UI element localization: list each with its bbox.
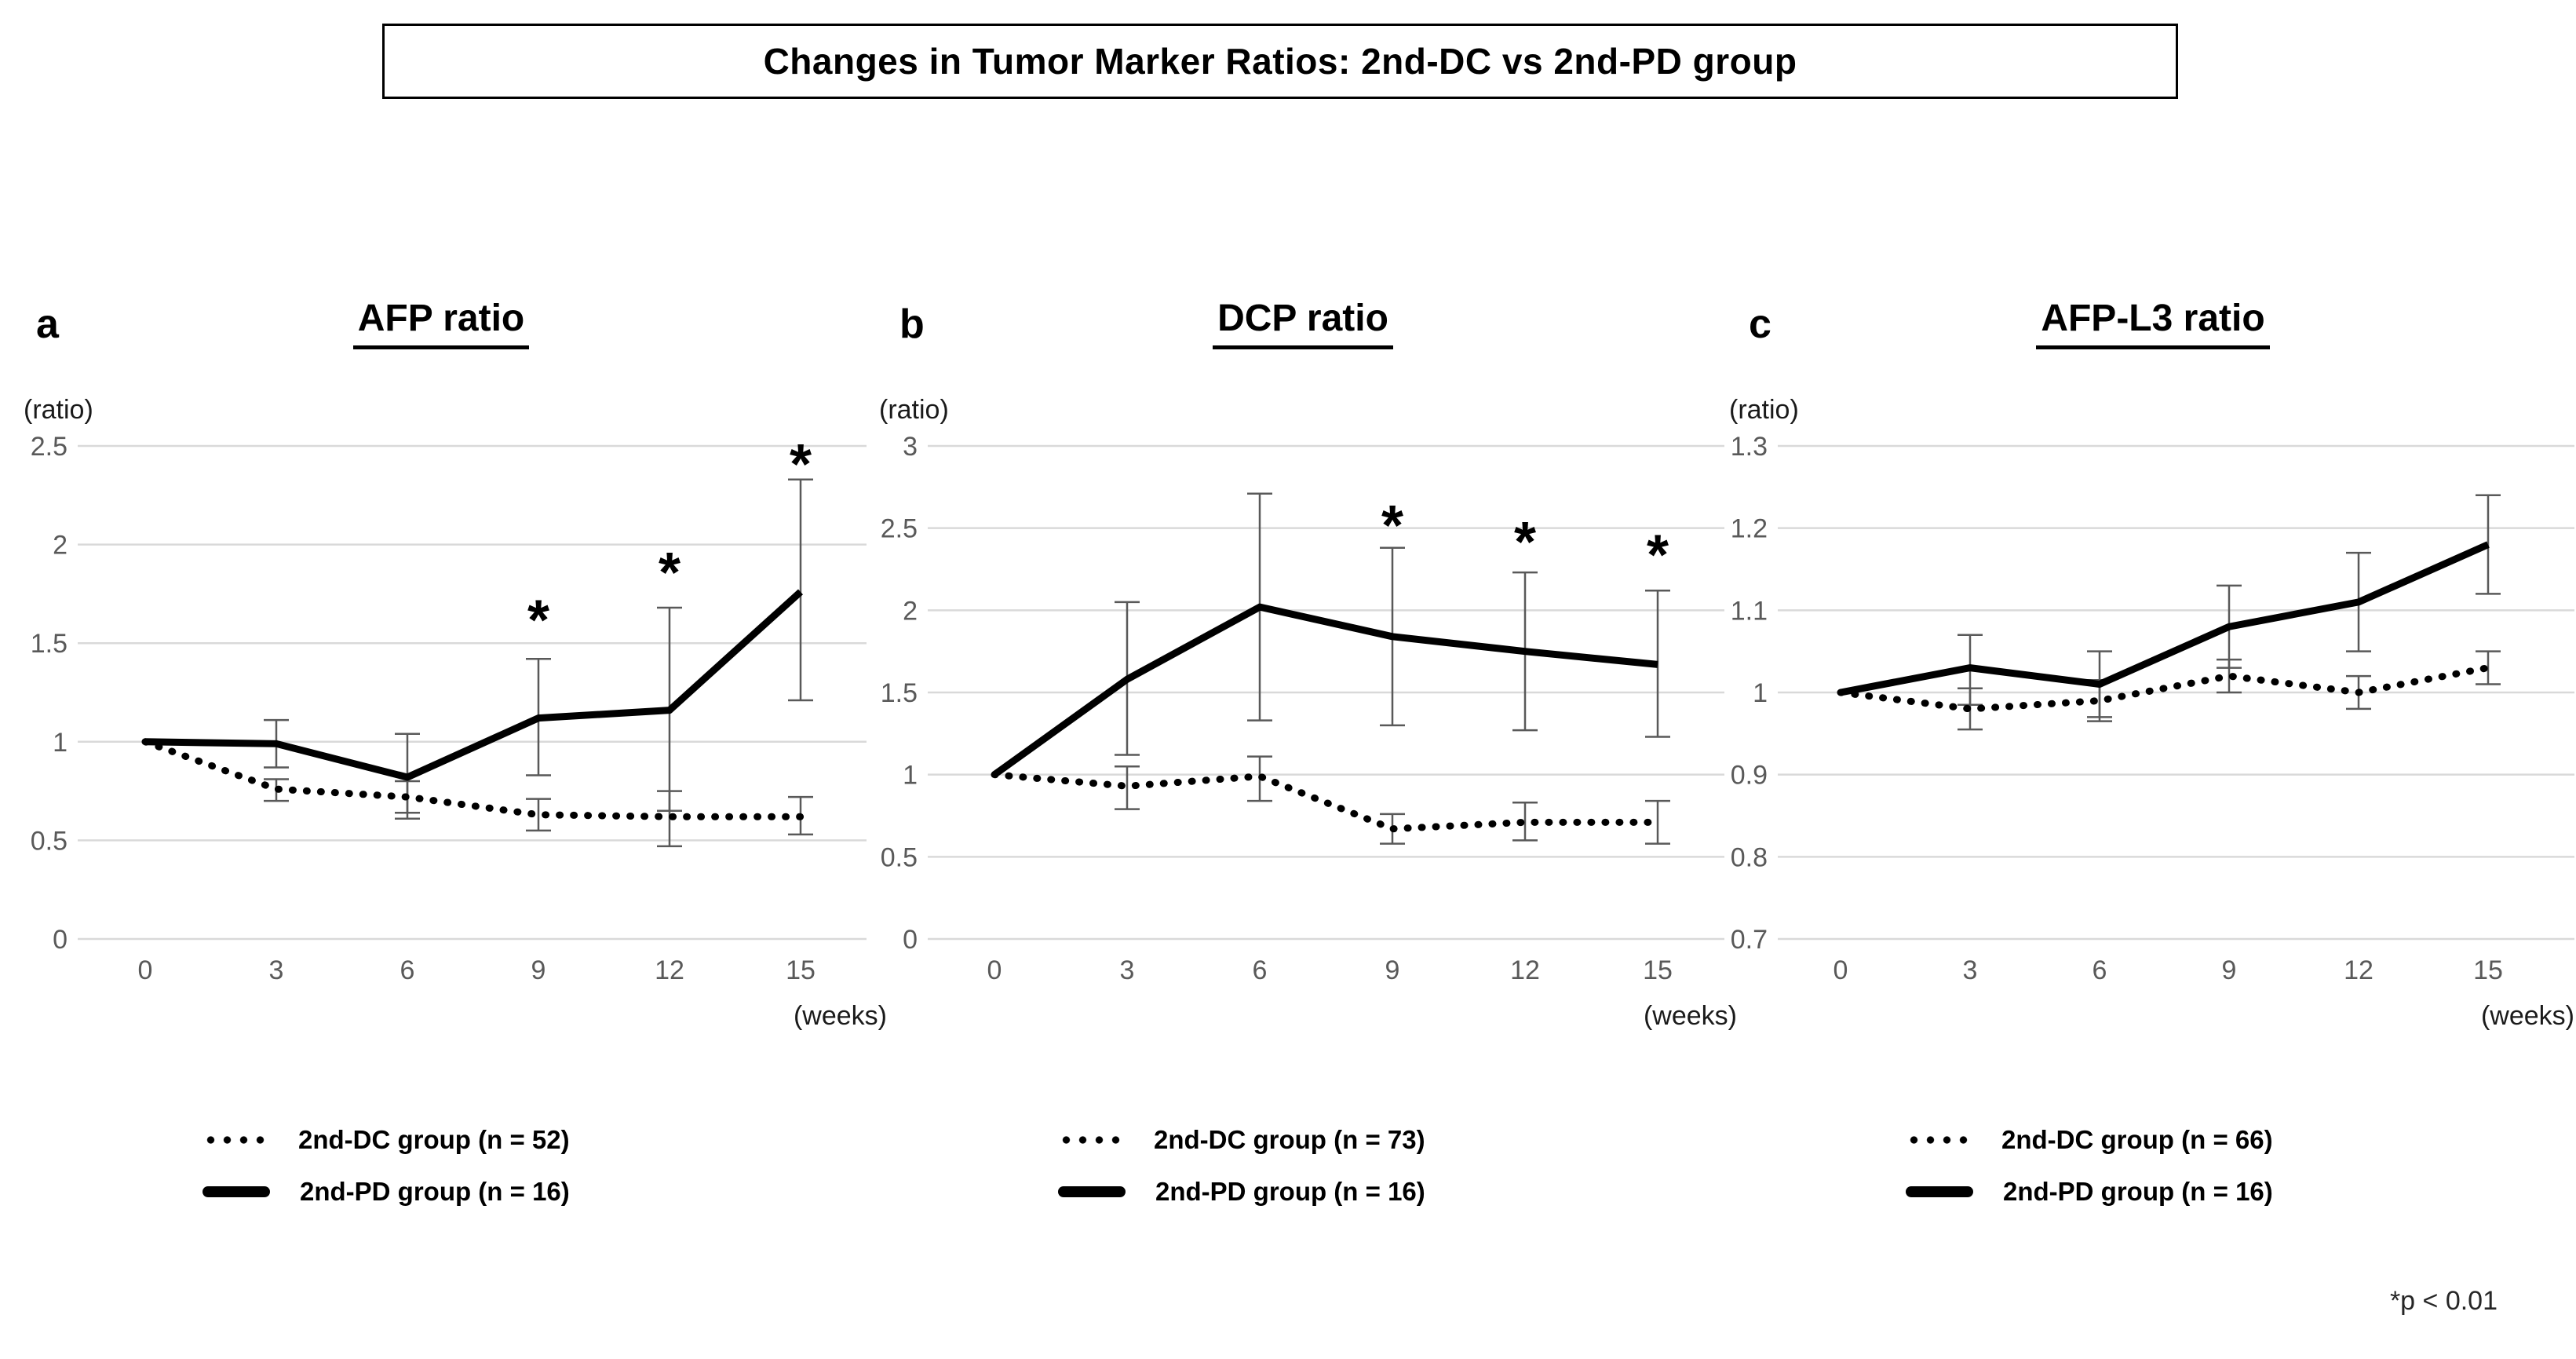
svg-text:1.5: 1.5 <box>31 629 68 659</box>
panel-letter-a: a <box>36 301 59 347</box>
figure-title-box: Changes in Tumor Marker Ratios: 2nd-DC v… <box>382 24 2178 99</box>
svg-text:1: 1 <box>1753 678 1768 708</box>
figure-title: Changes in Tumor Marker Ratios: 2nd-DC v… <box>763 41 1797 82</box>
svg-text:6: 6 <box>1253 955 1268 985</box>
svg-text:12: 12 <box>2344 955 2373 985</box>
svg-text:2: 2 <box>53 531 68 561</box>
svg-text:1: 1 <box>53 728 68 758</box>
solid-line-swatch <box>203 1186 270 1197</box>
svg-text:0: 0 <box>138 955 153 985</box>
svg-text:*: * <box>1647 524 1669 587</box>
svg-text:15: 15 <box>2473 955 2503 985</box>
svg-text:3: 3 <box>269 955 284 985</box>
y-axis-caption-b: (ratio) <box>879 395 949 425</box>
svg-text:0: 0 <box>987 955 1002 985</box>
svg-text:2.5: 2.5 <box>881 514 918 544</box>
svg-text:6: 6 <box>2093 955 2107 985</box>
svg-text:0.5: 0.5 <box>31 826 68 856</box>
dotted-line-swatch <box>1906 1136 1972 1144</box>
svg-text:0.7: 0.7 <box>1731 925 1768 955</box>
svg-text:3: 3 <box>1120 955 1135 985</box>
svg-text:1.2: 1.2 <box>1731 514 1768 544</box>
svg-text:0.9: 0.9 <box>1731 761 1768 791</box>
svg-text:6: 6 <box>400 955 415 985</box>
svg-text:1.3: 1.3 <box>1731 432 1768 462</box>
svg-text:9: 9 <box>531 955 546 985</box>
svg-text:*: * <box>790 433 812 496</box>
svg-text:1.1: 1.1 <box>1731 596 1768 626</box>
dotted-line-swatch <box>203 1136 268 1144</box>
legend-item-dc-b: 2nd-DC group (n = 73) <box>1058 1123 1425 1157</box>
significance-footnote: *p < 0.01 <box>2389 1286 2498 1316</box>
svg-text:0.5: 0.5 <box>881 842 918 872</box>
svg-text:0: 0 <box>1833 955 1848 985</box>
panel-letter-c: c <box>1749 301 1771 347</box>
svg-text:1: 1 <box>903 761 918 791</box>
legend-item-dc-c: 2nd-DC group (n = 66) <box>1906 1123 2273 1157</box>
panel-title-afp: AFP ratio <box>190 297 692 349</box>
svg-text:15: 15 <box>1643 955 1673 985</box>
solid-line-swatch <box>1906 1186 1973 1197</box>
dotted-line-swatch <box>1058 1136 1124 1144</box>
legend-item-pd-a: 2nd-PD group (n = 16) <box>203 1175 570 1209</box>
svg-text:12: 12 <box>1510 955 1540 985</box>
svg-text:0: 0 <box>53 925 68 955</box>
svg-text:9: 9 <box>2222 955 2237 985</box>
svg-text:2.5: 2.5 <box>31 432 68 462</box>
panel-title-afp-l3: AFP-L3 ratio <box>1902 297 2404 349</box>
legend-item-dc-a: 2nd-DC group (n = 52) <box>203 1123 570 1157</box>
legend-item-pd-c: 2nd-PD group (n = 16) <box>1906 1175 2273 1209</box>
svg-text:0.8: 0.8 <box>1731 842 1768 872</box>
svg-text:3: 3 <box>1963 955 1978 985</box>
svg-text:2: 2 <box>903 596 918 626</box>
svg-text:*: * <box>659 542 680 605</box>
svg-text:(weeks): (weeks) <box>1644 1001 1737 1031</box>
svg-text:12: 12 <box>655 955 684 985</box>
svg-text:9: 9 <box>1385 955 1400 985</box>
svg-text:(weeks): (weeks) <box>794 1001 887 1031</box>
svg-text:*: * <box>1381 495 1403 557</box>
svg-text:3: 3 <box>903 432 918 462</box>
panel-title-dcp: DCP ratio <box>1052 297 1554 349</box>
y-axis-caption-c: (ratio) <box>1729 395 1799 425</box>
y-axis-caption-a: (ratio) <box>24 395 93 425</box>
svg-text:15: 15 <box>786 955 815 985</box>
svg-text:1.5: 1.5 <box>881 678 918 708</box>
solid-line-swatch <box>1058 1186 1126 1197</box>
svg-text:*: * <box>527 589 549 652</box>
svg-text:0: 0 <box>903 925 918 955</box>
svg-text:(weeks): (weeks) <box>2481 1001 2574 1031</box>
svg-text:*: * <box>1514 511 1536 574</box>
panel-letter-b: b <box>899 301 925 347</box>
legend-item-pd-b: 2nd-PD group (n = 16) <box>1058 1175 1425 1209</box>
